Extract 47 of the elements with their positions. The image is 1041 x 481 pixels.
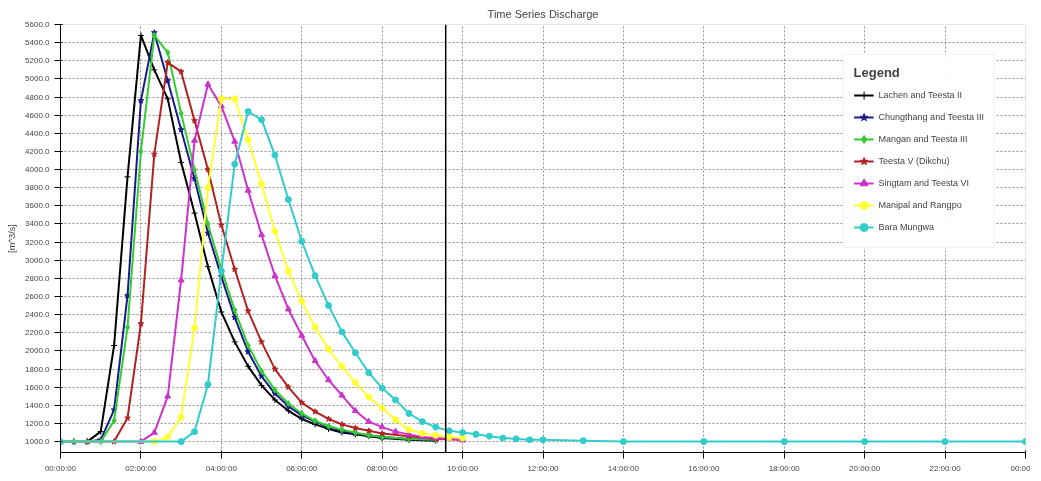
x-tick-label: 08:00:00 (366, 463, 399, 473)
y-tick-label: 1600.0 (25, 382, 51, 392)
y-tick-label: 4200.0 (25, 146, 51, 156)
chart-title: Time Series Discharge (487, 7, 599, 20)
x-tick-label: 20:00:00 (849, 463, 881, 473)
y-tick-label: 5200.0 (25, 56, 51, 66)
y-tick-label: 3600.0 (25, 201, 51, 211)
legend-label: Chungthang and Teesta III (878, 112, 984, 122)
y-tick-label: 5400.0 (25, 38, 51, 48)
y-tick-label: 1400.0 (25, 400, 51, 410)
legend-label: Mangan and Teesta III (878, 134, 968, 144)
y-tick-label: 1000.0 (25, 437, 51, 447)
y-tick-label: 2200.0 (25, 328, 51, 338)
y-tick-label: 3400.0 (25, 219, 51, 229)
x-tick-label: 04:00:00 (205, 463, 238, 473)
x-tick-label: 06:00:00 (286, 463, 318, 473)
y-tick-label: 5600.0 (25, 20, 51, 29)
y-tick-label: 1200.0 (25, 418, 51, 428)
x-tick-label: 00:00:00 (44, 463, 77, 473)
x-tick-label: 00:00 (1010, 463, 1032, 473)
legend-label: Lachen and Teesta II (878, 90, 962, 100)
y-tick-label: 5000.0 (25, 74, 51, 84)
y-tick-label: 4000.0 (25, 165, 51, 175)
y-tick-label: 3800.0 (25, 183, 51, 193)
x-tick-label: 12:00:00 (527, 463, 560, 473)
x-tick-label: 14:00:00 (607, 463, 640, 473)
y-tick-label: 1800.0 (25, 364, 51, 374)
x-tick-label: 10:00:00 (447, 463, 479, 473)
y-tick-label: 4800.0 (25, 92, 51, 102)
legend-title: Legend (853, 65, 901, 80)
y-axis-title: [m^3/s] (7, 224, 18, 253)
legend-label: Singtam and Teesta VI (878, 178, 969, 188)
x-tick-label: 22:00:00 (929, 463, 962, 473)
y-tick-label: 2400.0 (25, 310, 51, 320)
y-tick-label: 4600.0 (25, 110, 51, 120)
y-tick-label: 4400.0 (25, 128, 51, 138)
x-tick-label: 16:00:00 (688, 463, 720, 473)
legend-label: Teesta V (Dikchu) (878, 156, 950, 166)
y-tick-label: 3000.0 (25, 255, 51, 265)
x-tick-label: 18:00:00 (768, 463, 801, 473)
y-tick-label: 2600.0 (25, 292, 51, 302)
y-tick-label: 2000.0 (25, 346, 51, 356)
legend-label: Bara Mungwa (878, 222, 935, 232)
y-tick-label: 3200.0 (25, 237, 51, 247)
legend-label: Manipal and Rangpo (878, 200, 962, 210)
x-tick-label: 02:00:00 (125, 463, 158, 473)
y-tick-label: 2800.0 (25, 273, 51, 283)
